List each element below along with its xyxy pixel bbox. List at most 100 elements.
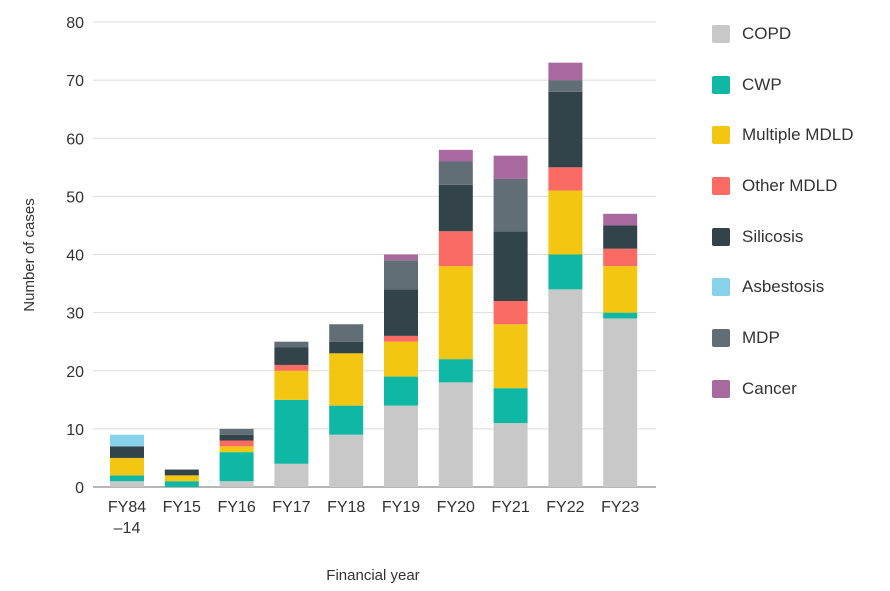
bar-segment [493, 388, 528, 424]
legend-swatch [712, 379, 730, 398]
legend-label: Other MDLD [742, 176, 838, 196]
bar-segment [438, 359, 473, 383]
bar-segment [603, 312, 638, 319]
y-tick-label: 80 [66, 15, 84, 32]
bar-segment [438, 266, 473, 360]
legend-label: CWP [742, 74, 782, 94]
legend-label: Multiple MDLD [742, 125, 854, 145]
y-tick-label: 70 [66, 73, 84, 90]
bar-segment [493, 155, 528, 179]
x-tick-label: FY17 [272, 499, 310, 516]
legend-label: COPD [742, 24, 792, 43]
bar-segment [548, 62, 583, 81]
y-tick-label: 0 [75, 480, 84, 497]
bar-segment [603, 213, 638, 226]
y-tick-label: 50 [66, 189, 84, 206]
bar-segment [603, 318, 638, 487]
legend-item: Asbestosis [712, 275, 887, 326]
x-tick-label: FY15 [163, 499, 201, 516]
y-tick-label: 40 [66, 248, 84, 265]
bar-segment [219, 440, 254, 447]
bar-segment [603, 266, 638, 313]
bar-segment [219, 446, 254, 453]
bar-segment [384, 376, 418, 406]
legend-swatch [712, 126, 730, 145]
bar-segment [110, 446, 144, 458]
legend-item: COPD [712, 22, 887, 73]
y-tick-label: 30 [66, 306, 84, 323]
x-tick-label: FY18 [327, 499, 365, 516]
bars [110, 62, 638, 487]
bar-segment [493, 301, 528, 325]
legend-label: MDP [742, 328, 780, 348]
gridlines [93, 21, 656, 488]
legend-item: Multiple MDLD [712, 123, 887, 174]
bar-segment [384, 341, 418, 377]
bar-segment [384, 405, 418, 487]
stacked-bar-chart: 0 10 20 30 40 50 60 70 80 FY84 –14 FY15 FY16 FY17 FY1… [21, 15, 656, 584]
legend-swatch [712, 75, 730, 94]
bar-segment [110, 434, 144, 447]
bar-segment [548, 80, 583, 92]
bar-segment [493, 178, 528, 232]
bar-segment [219, 452, 254, 482]
bar-segment [438, 231, 473, 267]
bar-segment [164, 469, 199, 476]
bar-segment [603, 248, 638, 267]
bar-segment [548, 167, 583, 191]
y-tick-label: 20 [66, 364, 84, 381]
legend-swatch [712, 177, 730, 196]
bar-segment [438, 149, 473, 162]
bar-segment [493, 423, 528, 487]
bar-segment [384, 254, 418, 261]
bar-segment [438, 184, 473, 232]
x-axis-ticks: FY84 –14 FY15 FY16 FY17 FY18 FY19 FY20 FY21 FY22 F… [108, 499, 640, 537]
x-tick-label: FY16 [217, 499, 255, 516]
legend-swatch [712, 227, 730, 246]
bar-segment [219, 434, 254, 441]
bar-segment [329, 341, 364, 354]
legend-label: Silicosis [742, 226, 804, 246]
legend-label: Asbestosis [742, 277, 825, 297]
bar-segment [384, 289, 418, 336]
x-tick-label: FY19 [382, 499, 420, 516]
legend: COPD CWP Multiple MDLD Other MDLD Silicosis A… [712, 22, 887, 428]
bar-segment [110, 481, 144, 487]
legend-swatch [712, 25, 730, 43]
bar-segment [274, 463, 309, 487]
bar-segment [274, 370, 309, 400]
x-tick-label: FY84 –14 [108, 499, 146, 537]
x-axis-title: Financial year [326, 567, 419, 584]
y-axis-ticks: 0 10 20 30 40 50 60 70 80 [66, 15, 84, 497]
bar-segment [384, 335, 418, 342]
bar-segment [219, 481, 254, 487]
bar-segment [548, 91, 583, 168]
bar-segment [329, 353, 364, 406]
y-tick-label: 60 [66, 131, 84, 148]
x-tick-label: FY23 [601, 499, 639, 516]
x-tick-label: FY22 [546, 499, 584, 516]
bar-segment [164, 481, 199, 487]
bar-segment [274, 399, 309, 464]
legend-item: Other MDLD [712, 174, 887, 225]
bar-segment [274, 364, 309, 371]
bar-segment [438, 382, 473, 487]
bar-segment [438, 161, 473, 185]
legend-item: Cancer [712, 377, 887, 428]
bar-segment [164, 475, 199, 482]
bar-segment [329, 405, 364, 435]
x-tick-label: FY20 [437, 499, 475, 516]
legend-item: MDP [712, 326, 887, 377]
legend-swatch [712, 329, 730, 348]
legend-swatch [712, 278, 730, 297]
y-tick-label: 10 [66, 422, 84, 439]
bar-segment [219, 428, 254, 435]
bar-segment [493, 231, 528, 301]
bar-segment [548, 254, 583, 290]
bar-segment [110, 475, 144, 482]
bar-segment [603, 225, 638, 249]
bar-segment [274, 347, 309, 365]
legend-label: Cancer [742, 378, 797, 398]
bar-segment [493, 324, 528, 389]
legend-item: Silicosis [712, 225, 887, 276]
